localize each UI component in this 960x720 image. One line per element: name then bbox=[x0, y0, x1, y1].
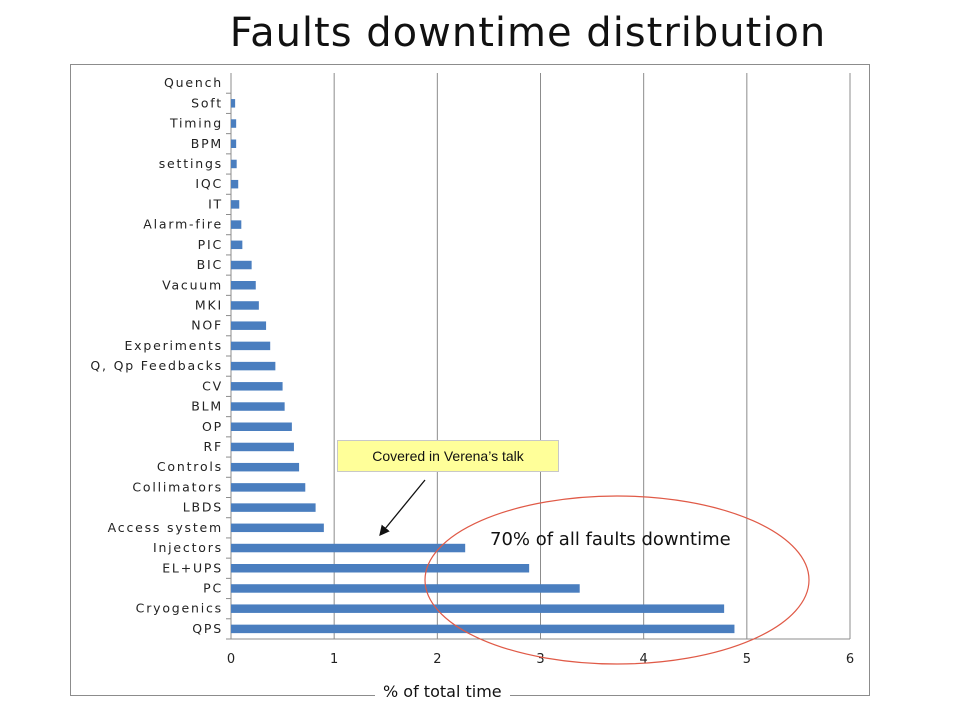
category-label: IQC bbox=[195, 176, 223, 191]
bar bbox=[231, 281, 256, 290]
bar bbox=[231, 564, 530, 573]
bar bbox=[231, 139, 237, 148]
category-label: NOF bbox=[191, 318, 223, 333]
category-label: Quench bbox=[164, 75, 223, 90]
category-label: CV bbox=[202, 378, 223, 393]
bar bbox=[231, 240, 243, 250]
bar bbox=[231, 301, 259, 310]
category-label: Controls bbox=[157, 459, 223, 474]
category-label: Alarm-fire bbox=[143, 217, 223, 232]
bar bbox=[231, 483, 306, 492]
x-tick-label: 0 bbox=[227, 652, 235, 667]
x-tick-label: 5 bbox=[743, 652, 751, 667]
x-tick-label: 3 bbox=[536, 652, 544, 667]
category-label: RF bbox=[204, 439, 223, 454]
bar bbox=[231, 422, 292, 431]
bar bbox=[231, 220, 242, 229]
bar bbox=[231, 200, 240, 209]
category-label: Access system bbox=[108, 520, 223, 535]
category-label: Experiments bbox=[124, 338, 223, 353]
bar bbox=[231, 99, 236, 108]
bar bbox=[231, 361, 276, 371]
category-label: BIC bbox=[197, 257, 223, 272]
highlight-annotation: 70% of all faults downtime bbox=[490, 529, 731, 550]
bar bbox=[231, 442, 294, 452]
bar bbox=[231, 584, 580, 593]
bar-chart: 0 1 2 3 4 5 6 QPS Cryogenics PC EL+UPS Injectors Acc… bbox=[90, 73, 854, 667]
bar bbox=[231, 543, 466, 553]
category-label: BPM bbox=[191, 136, 223, 151]
category-label: PIC bbox=[198, 237, 223, 252]
category-label: Q, Qp Feedbacks bbox=[90, 358, 223, 373]
chart-area: 0 1 2 3 4 5 6 QPS Cryogenics PC EL+UPS Injectors Acc… bbox=[70, 64, 870, 696]
category-label: QPS bbox=[192, 621, 223, 636]
bar bbox=[231, 179, 239, 189]
bar bbox=[231, 402, 285, 411]
category-label: IT bbox=[208, 196, 223, 211]
bar bbox=[231, 119, 237, 128]
x-axis-title: % of total time bbox=[375, 682, 510, 701]
category-label: Collimators bbox=[132, 479, 223, 494]
category-label: BLM bbox=[191, 399, 223, 414]
x-tick-label: 2 bbox=[433, 652, 441, 667]
callout-box: Covered in Verena’s talk bbox=[337, 440, 559, 472]
category-label: LBDS bbox=[183, 500, 223, 515]
category-label: MKI bbox=[195, 297, 223, 312]
page-title: Faults downtime distribution bbox=[229, 10, 827, 56]
bar bbox=[231, 624, 735, 634]
bar bbox=[231, 159, 237, 169]
bar bbox=[231, 523, 324, 533]
category-label: settings bbox=[159, 156, 223, 171]
category-label: Vacuum bbox=[162, 277, 223, 292]
category-label: OP bbox=[202, 419, 223, 434]
category-label: Soft bbox=[191, 95, 223, 110]
bar bbox=[231, 321, 267, 330]
bar bbox=[231, 503, 316, 512]
bar bbox=[231, 382, 283, 391]
category-label: PC bbox=[203, 580, 223, 595]
category-label: Injectors bbox=[153, 540, 223, 555]
bar bbox=[231, 260, 252, 270]
bar bbox=[231, 462, 300, 472]
bar bbox=[231, 341, 271, 351]
category-label: Timing bbox=[169, 116, 223, 131]
category-label: EL+UPS bbox=[162, 560, 223, 575]
x-tick-label: 1 bbox=[330, 652, 338, 667]
bar bbox=[231, 604, 725, 613]
x-tick-label: 4 bbox=[640, 652, 648, 667]
category-label: Cryogenics bbox=[136, 601, 223, 616]
x-tick-label: 6 bbox=[846, 652, 854, 667]
